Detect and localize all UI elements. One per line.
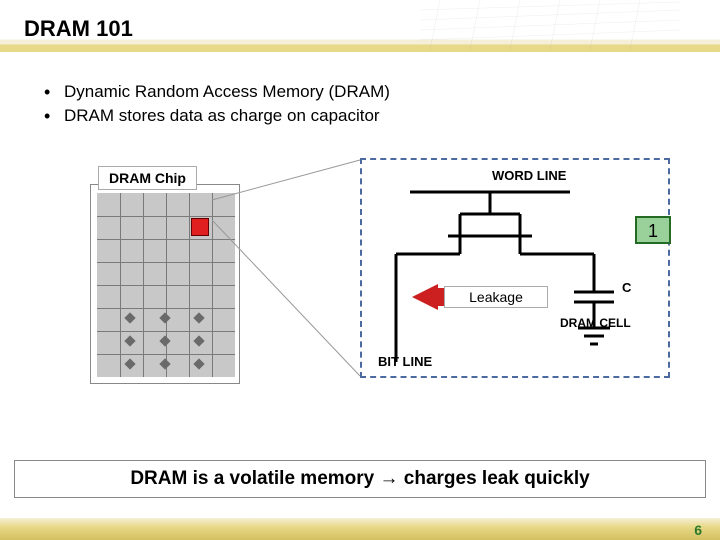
leakage-label: Leakage	[444, 286, 548, 308]
chip-grid-line	[97, 331, 235, 332]
content-area: Dynamic Random Access Memory (DRAM) DRAM…	[0, 72, 720, 434]
ellipsis-dot-icon	[193, 335, 204, 346]
footer-band: 6	[0, 518, 720, 540]
chip-grid-line	[97, 285, 235, 286]
bullet-item: Dynamic Random Access Memory (DRAM)	[64, 82, 680, 102]
diagram-area: DRAM Chip	[40, 154, 680, 434]
leakage-arrow: Leakage	[438, 284, 548, 310]
chip-label: DRAM Chip	[98, 166, 197, 190]
summary-banner: DRAM is a volatile memory → charges leak…	[14, 460, 706, 498]
slide-header: DRAM 101	[0, 0, 720, 72]
chip-grid-line	[97, 262, 235, 263]
bullet-list: Dynamic Random Access Memory (DRAM) DRAM…	[40, 82, 680, 126]
ellipsis-dot-icon	[124, 312, 135, 323]
charge-badge: 1	[635, 216, 671, 244]
ellipsis-dot-icon	[159, 358, 170, 369]
ellipsis-dot-icon	[124, 358, 135, 369]
header-grid-decoration	[420, 0, 680, 50]
chip-grid-line	[97, 216, 235, 217]
ellipsis-dot-icon	[193, 358, 204, 369]
ellipsis-dot-icon	[193, 312, 204, 323]
chip-grid-line	[97, 239, 235, 240]
bullet-item: DRAM stores data as charge on capacitor	[64, 106, 680, 126]
dram-chip	[90, 184, 240, 384]
ellipsis-dot-icon	[159, 335, 170, 346]
highlighted-cell	[191, 218, 209, 236]
slide-title: DRAM 101	[24, 16, 133, 42]
ellipsis-dot-icon	[124, 335, 135, 346]
chip-grid-line	[97, 308, 235, 309]
capacitor-label: C	[622, 280, 631, 295]
ellipsis-dot-icon	[159, 312, 170, 323]
page-number: 6	[694, 522, 702, 538]
bit-line-label: BIT LINE	[378, 354, 432, 369]
chip-grid	[97, 193, 235, 377]
chip-grid-line	[97, 354, 235, 355]
leakage-arrowhead-icon	[412, 284, 438, 310]
dram-cell-label: DRAM CELL	[560, 316, 631, 330]
word-line-label: WORD LINE	[492, 168, 566, 183]
dram-cell-circuit	[360, 158, 670, 378]
